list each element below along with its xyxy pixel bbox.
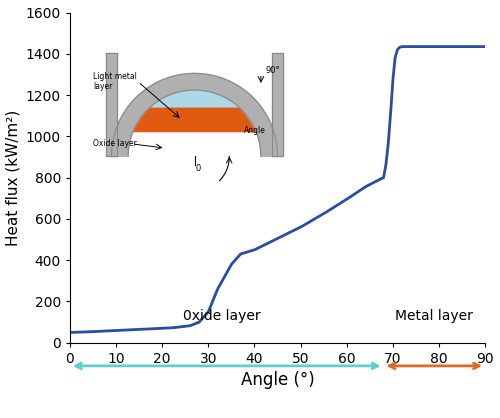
X-axis label: Angle (°): Angle (°) — [240, 371, 314, 389]
Text: Metal layer: Metal layer — [396, 309, 473, 323]
Y-axis label: Heat flux (kW/m²): Heat flux (kW/m²) — [5, 110, 20, 246]
Text: 0xide layer: 0xide layer — [184, 309, 261, 323]
